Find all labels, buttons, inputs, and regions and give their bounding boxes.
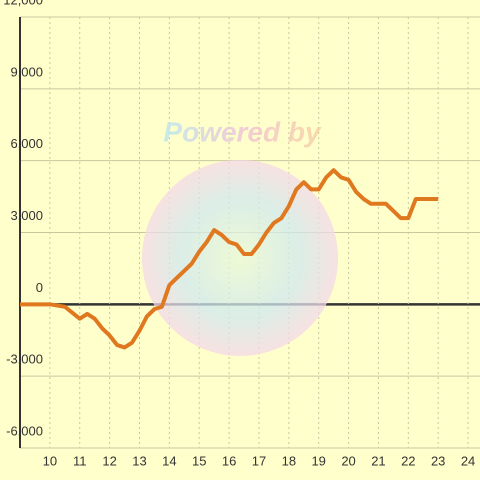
x-tick-label: 23 bbox=[431, 453, 445, 468]
x-tick-label: 20 bbox=[341, 453, 355, 468]
x-tick-label: 24 bbox=[461, 453, 475, 468]
x-tick-label: 17 bbox=[252, 453, 266, 468]
x-tick-label: 18 bbox=[282, 453, 296, 468]
series-line bbox=[20, 168, 439, 350]
x-tick-label: 11 bbox=[73, 453, 87, 468]
x-tick-label: 21 bbox=[371, 453, 385, 468]
x-tick-label: 22 bbox=[401, 453, 415, 468]
x-tick-label: 15 bbox=[192, 453, 206, 468]
y-tick-label: 12,000 bbox=[3, 0, 43, 7]
y-tick-label: 0 bbox=[36, 280, 43, 295]
y-tick-label: -6,000 bbox=[6, 423, 43, 438]
y-tick-label: 9,000 bbox=[10, 64, 43, 79]
watermark: Powered by bbox=[163, 116, 322, 147]
y-tick-label: 3,000 bbox=[10, 208, 43, 223]
x-tick-label: 12 bbox=[102, 453, 116, 468]
x-tick-label: 16 bbox=[222, 453, 236, 468]
x-tick-label: 10 bbox=[43, 453, 57, 468]
y-tick-label: 6,000 bbox=[10, 136, 43, 151]
x-tick-label: 13 bbox=[132, 453, 146, 468]
y-tick-label: -3,000 bbox=[6, 352, 43, 367]
x-tick-label: 19 bbox=[311, 453, 325, 468]
x-tick-label: 14 bbox=[162, 453, 176, 468]
